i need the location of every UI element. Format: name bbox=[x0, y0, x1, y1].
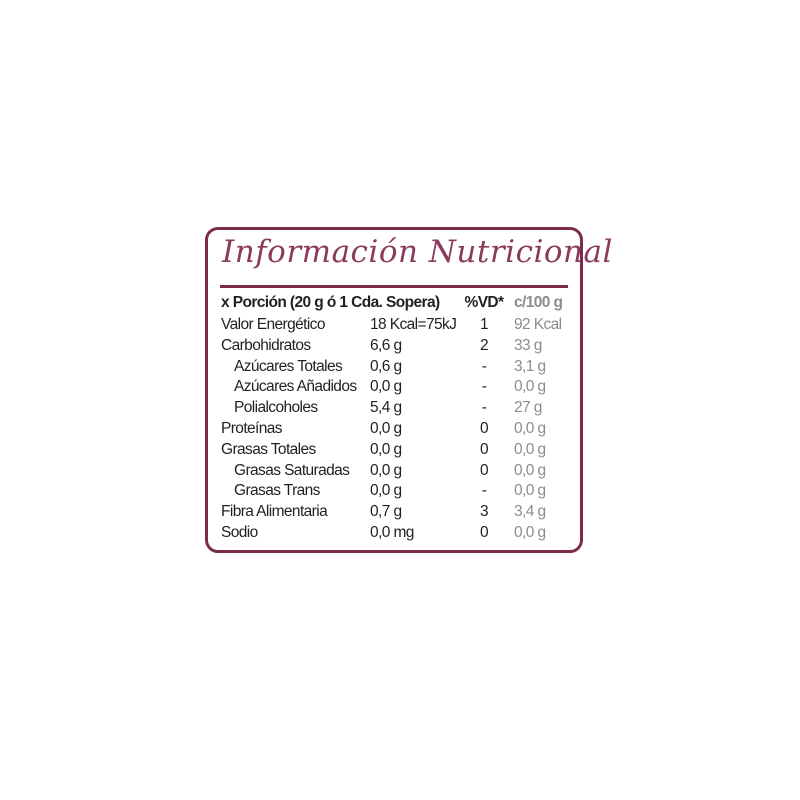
per100-value: 0,0 g bbox=[514, 420, 546, 437]
per100-value: 27 g bbox=[514, 399, 542, 417]
portion-value: 0,0 g bbox=[370, 378, 402, 396]
nutrient-label: Polialcoholes bbox=[234, 399, 318, 417]
vd-value: - bbox=[481, 378, 487, 396]
portion-value: 18 Kcal=75kJ bbox=[370, 316, 457, 333]
vd-value: 3 bbox=[479, 503, 489, 521]
nutrient-label: Fibra Alimentaria bbox=[221, 503, 328, 521]
vd-value: 0 bbox=[479, 461, 489, 479]
portion-value: 0,0 g bbox=[370, 420, 402, 437]
vd-value: - bbox=[481, 482, 487, 500]
vd-value: 2 bbox=[479, 336, 489, 354]
nutrient-label: Valor Energético bbox=[221, 316, 325, 333]
nutrient-label: Grasas Trans bbox=[234, 482, 320, 500]
table-row: Fibra Alimentaria 0,7 g 3 3,4 g bbox=[208, 501, 580, 522]
nutrition-facts-panel: Información Nutricional x Porción (20 g … bbox=[205, 227, 612, 553]
per100-value: 33 g bbox=[514, 336, 542, 354]
vd-value: - bbox=[481, 357, 487, 375]
per100-value: 92 Kcal bbox=[514, 316, 562, 333]
table-row: Proteínas 0,0 g 0 0,0 g bbox=[208, 418, 580, 439]
table-header: x Porción (20 g ó 1 Cda. Sopera) %VD* c/… bbox=[208, 292, 580, 313]
title-divider bbox=[220, 285, 568, 288]
table-row: Grasas Trans 0,0 g - 0,0 g bbox=[208, 480, 580, 501]
table-row: Polialcoholes 5,4 g - 27 g bbox=[208, 397, 580, 418]
per100-value: 3,1 g bbox=[514, 357, 546, 375]
vd-header: %VD* bbox=[464, 294, 505, 311]
per100-value: 0,0 g bbox=[514, 378, 546, 396]
portion-value: 0,0 g bbox=[370, 482, 402, 500]
per100-header: c/100 g bbox=[514, 294, 563, 311]
portion-header: x Porción (20 g ó 1 Cda. Sopera) bbox=[221, 294, 440, 311]
portion-value: 0,0 g bbox=[370, 440, 402, 458]
table-row: Azúcares Añadidos 0,0 g - 0,0 g bbox=[208, 376, 580, 397]
nutrient-label: Grasas Saturadas bbox=[234, 461, 350, 479]
per100-value: 3,4 g bbox=[514, 503, 546, 521]
vd-value: 1 bbox=[479, 316, 489, 333]
vd-value: 0 bbox=[479, 524, 489, 541]
table-row: Valor Energético 18 Kcal=75kJ 1 92 Kcal bbox=[208, 314, 580, 335]
vd-value: 0 bbox=[479, 420, 489, 437]
per100-value: 0,0 g bbox=[514, 482, 546, 500]
per100-value: 0,0 g bbox=[514, 524, 546, 541]
portion-value: 6,6 g bbox=[370, 336, 402, 354]
panel-title: Información Nutricional bbox=[222, 234, 613, 270]
table-row: Azúcares Totales 0,6 g - 3,1 g bbox=[208, 356, 580, 377]
vd-value: 0 bbox=[479, 440, 489, 458]
nutrient-label: Proteínas bbox=[221, 420, 283, 437]
portion-value: 0,0 mg bbox=[370, 524, 414, 541]
portion-value: 0,6 g bbox=[370, 357, 402, 375]
per100-value: 0,0 g bbox=[514, 461, 546, 479]
portion-value: 0,7 g bbox=[370, 503, 402, 521]
vd-value: - bbox=[481, 399, 487, 417]
nutrient-label: Grasas Totales bbox=[221, 440, 316, 458]
nutrient-label: Carbohidratos bbox=[221, 336, 311, 354]
table-row: Grasas Totales 0,0 g 0 0,0 g bbox=[208, 439, 580, 460]
nutrient-label: Sodio bbox=[221, 524, 258, 541]
table-row: Sodio 0,0 mg 0 0,0 g bbox=[208, 522, 580, 543]
portion-value: 0,0 g bbox=[370, 461, 402, 479]
per100-value: 0,0 g bbox=[514, 440, 546, 458]
portion-value: 5,4 g bbox=[370, 399, 402, 417]
nutrient-label: Azúcares Totales bbox=[234, 357, 343, 375]
nutrient-label: Azúcares Añadidos bbox=[234, 378, 357, 396]
table-row: Grasas Saturadas 0,0 g 0 0,0 g bbox=[208, 460, 580, 481]
table-row: Carbohidratos 6,6 g 2 33 g bbox=[208, 335, 580, 356]
